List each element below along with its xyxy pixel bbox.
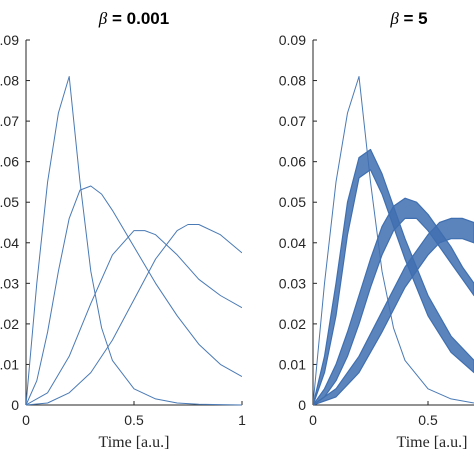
x-axis-label: Time [a.u.] xyxy=(99,434,170,451)
series-band-2 xyxy=(313,197,474,406)
y-tick-label: .03 xyxy=(0,275,19,291)
series-line-4 xyxy=(26,224,242,406)
y-tick-label: .01 xyxy=(0,356,19,372)
y-tick-label: 0.03 xyxy=(279,275,306,291)
y-tick-label: 0.04 xyxy=(279,235,306,251)
y-tick-label: 0.06 xyxy=(279,154,306,170)
title-value: = 5 xyxy=(399,9,428,28)
series-band-1 xyxy=(313,148,474,406)
chart-panel-beta-0001: β = 0.001 .09 .08 .07 .06 .05 .04 .03 .02 .01 00 0.… xyxy=(0,9,246,451)
y-tick-label: .09 xyxy=(0,32,19,48)
y-tick-label: 0.05 xyxy=(279,194,306,210)
chart-title: β = 5 xyxy=(389,9,427,28)
x-tick-label: 0.5 xyxy=(418,412,438,428)
x-tick-label: 0 xyxy=(22,412,30,428)
series-line-3 xyxy=(26,230,242,406)
x-tick-label: 1 xyxy=(238,412,246,428)
x-tick-label: 0 xyxy=(309,412,317,428)
y-tick-label: 0.08 xyxy=(279,73,306,89)
series-band-3 xyxy=(313,217,474,406)
y-tick-label: .05 xyxy=(0,194,19,210)
y-tick-label: .08 xyxy=(0,73,19,89)
title-symbol: β xyxy=(389,9,399,28)
y-tick-label: .06 xyxy=(0,154,19,170)
series-line-1 xyxy=(313,76,474,406)
y-tick-label: .07 xyxy=(0,113,19,129)
chart-title: β = 0.001 xyxy=(98,9,169,28)
y-tick-label: 0.02 xyxy=(279,316,306,332)
y-tick-label: 0 xyxy=(298,397,306,413)
y-tick-label: 0.09 xyxy=(279,32,306,48)
series-line-1 xyxy=(26,76,242,406)
x-tick-label: 0.5 xyxy=(124,412,144,428)
series-line-2 xyxy=(26,185,242,406)
title-symbol: β xyxy=(98,9,108,28)
y-tick-label: .04 xyxy=(0,235,19,251)
title-value: = 0.001 xyxy=(107,9,169,28)
x-axis-label: Time [a.u.] xyxy=(397,434,468,451)
y-tick-label: 0.07 xyxy=(279,113,306,129)
y-tick-label: .02 xyxy=(0,316,19,332)
chart-panel-beta-5: β = 5 0.09 0.08 0.07 0.06 0.05 0.04 0.03 0.02 0.0… xyxy=(279,9,474,451)
y-tick-label: 0.01 xyxy=(279,356,306,372)
y-tick-label: 0 xyxy=(11,397,19,413)
